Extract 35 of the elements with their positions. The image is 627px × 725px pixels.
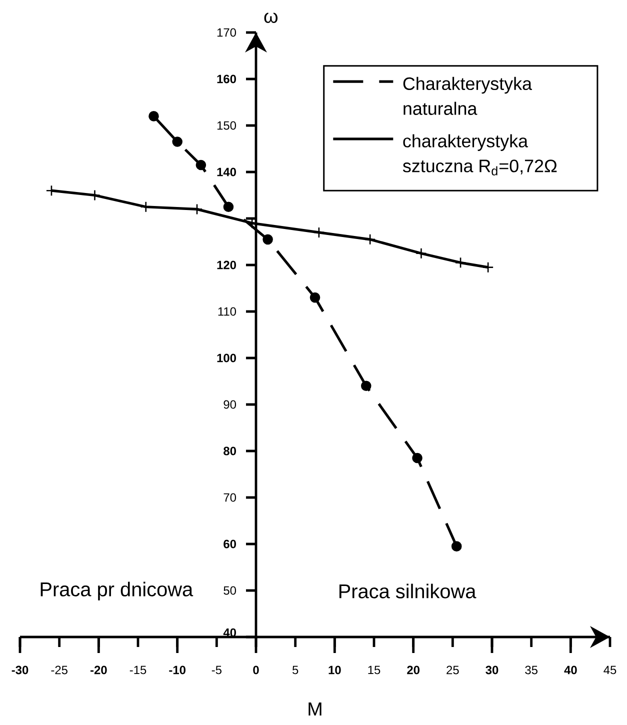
y-tick-label: 110 <box>218 307 236 316</box>
legend-label: Charakterystyka naturalna <box>403 76 532 115</box>
x-tick-label: 25 <box>446 666 459 674</box>
y-tick-label: 90 <box>224 400 236 409</box>
x-tick-label: -10 <box>169 666 186 674</box>
x-tick-label: -5 <box>212 666 222 674</box>
y-tick-label: 60 <box>224 540 236 548</box>
x-tick-label: 20 <box>407 666 420 674</box>
x-tick-label: 15 <box>368 666 380 674</box>
y-tick-label: 120 <box>217 260 236 270</box>
annotation: Praca silnikowa <box>339 584 476 598</box>
y-axis-title: ω <box>264 12 278 23</box>
x-tick-label: 30 <box>486 666 498 674</box>
y-tick-label: 170 <box>217 28 236 37</box>
x-tick-label: 35 <box>525 666 538 674</box>
y-tick-label: 70 <box>224 493 236 502</box>
x-tick-label: 10 <box>328 666 341 674</box>
y-tick-label: 160 <box>217 74 236 84</box>
x-tick-label: -25 <box>51 666 68 674</box>
annotation: Praca pr dnicowa <box>40 582 194 600</box>
x-tick-label: 40 <box>564 666 577 674</box>
x-tick-label: -15 <box>130 666 146 674</box>
legend-label: charakterystyka sztuczna R$_{d}$=0,72Ω <box>402 134 557 176</box>
x-tick-label: 45 <box>604 666 616 674</box>
x-tick-label: 0 <box>253 666 259 674</box>
y-tick-label: 40 <box>223 628 236 637</box>
x-tick-label: -30 <box>12 666 28 674</box>
y-tick-label: 140 <box>217 168 236 176</box>
x-tick-label: 5 <box>292 666 298 674</box>
y-tick-label: 80 <box>224 446 236 456</box>
y-tick-label: 100 <box>217 354 236 362</box>
y-tick-label: 50 <box>224 586 236 595</box>
x-tick-label: -20 <box>90 666 107 674</box>
y-tick-label: 150 <box>217 121 236 130</box>
x-axis-title: M <box>308 702 322 716</box>
